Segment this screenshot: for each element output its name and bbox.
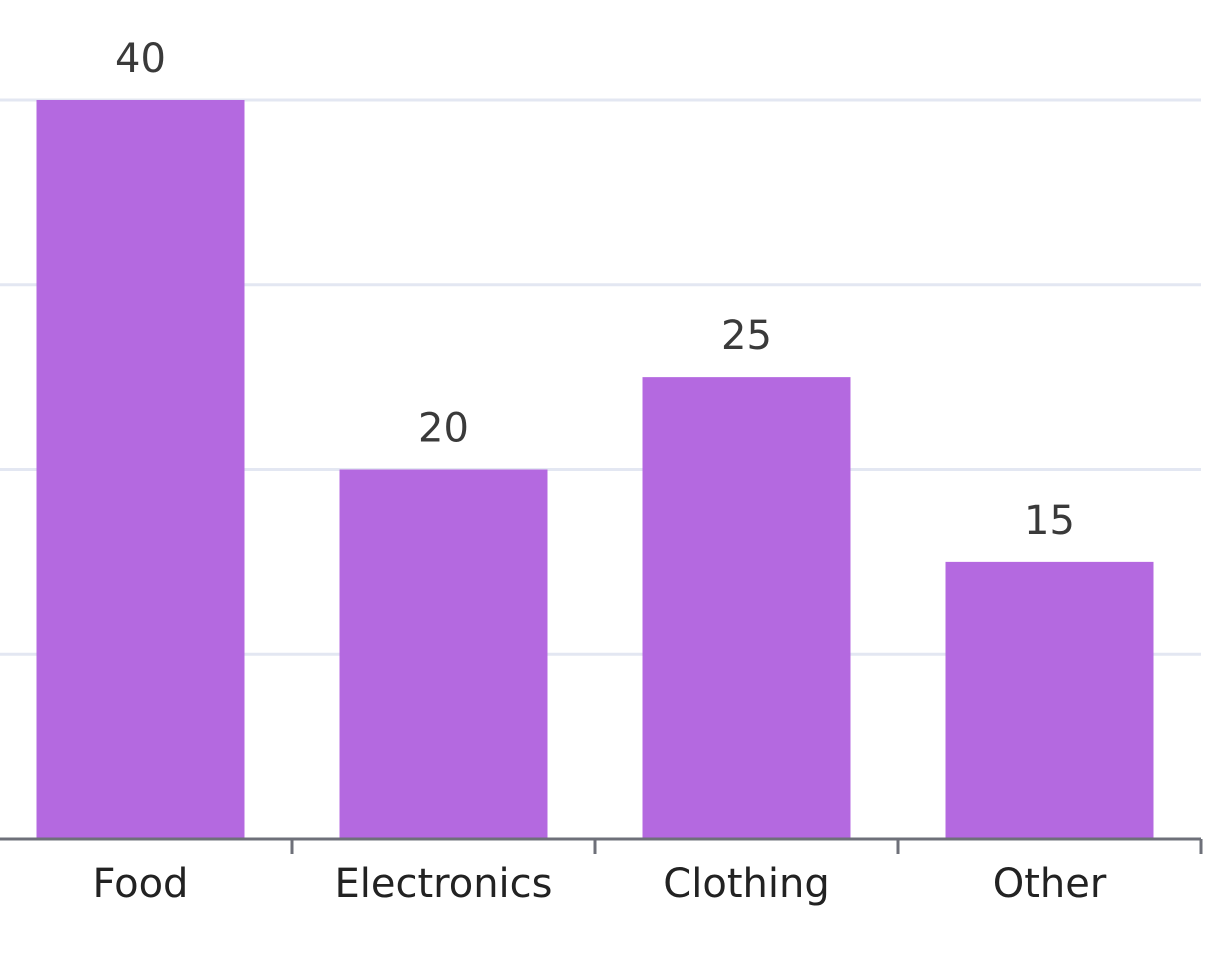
data-label-electronics: 20	[418, 406, 469, 452]
data-label-other: 15	[1024, 498, 1075, 544]
data-label-clothing: 25	[721, 313, 772, 359]
bar-clothing[interactable]	[642, 377, 851, 839]
data-label-food: 40	[115, 36, 166, 82]
x-tick-label-food: Food	[93, 861, 189, 907]
x-tick-label-clothing: Clothing	[663, 861, 829, 907]
bar-electronics[interactable]	[339, 469, 548, 840]
bar-food[interactable]	[36, 100, 245, 839]
x-axis	[0, 837, 1203, 854]
x-tick-label-electronics: Electronics	[334, 861, 552, 907]
data-labels: 40 Food 20 Electronics 25 Clothing 15 Other	[93, 36, 1107, 907]
bars	[36, 100, 1154, 840]
bar-other[interactable]	[945, 561, 1154, 839]
x-tick-label-other: Other	[993, 861, 1107, 907]
